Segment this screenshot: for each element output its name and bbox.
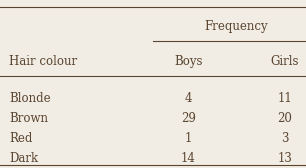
Text: Blonde: Blonde xyxy=(9,92,51,105)
Text: 4: 4 xyxy=(185,92,192,105)
Text: Girls: Girls xyxy=(270,55,299,68)
Text: Red: Red xyxy=(9,132,32,145)
Text: 20: 20 xyxy=(277,112,292,125)
Text: Hair colour: Hair colour xyxy=(9,55,77,68)
Text: Brown: Brown xyxy=(9,112,48,125)
Text: Boys: Boys xyxy=(174,55,203,68)
Text: 14: 14 xyxy=(181,152,196,165)
Text: Dark: Dark xyxy=(9,152,38,165)
Text: 11: 11 xyxy=(277,92,292,105)
Text: 3: 3 xyxy=(281,132,288,145)
Text: 29: 29 xyxy=(181,112,196,125)
Text: 13: 13 xyxy=(277,152,292,165)
Text: 1: 1 xyxy=(185,132,192,145)
Text: Frequency: Frequency xyxy=(205,19,268,33)
